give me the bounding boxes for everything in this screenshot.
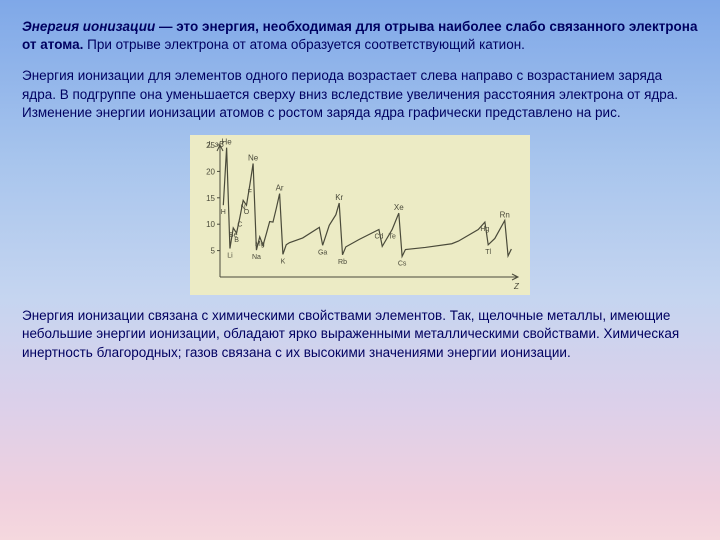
paragraph-definition: Энергия ионизации — это энергия, необход… [22, 18, 698, 54]
svg-text:20: 20 [206, 167, 215, 176]
svg-text:Ga: Ga [318, 249, 327, 256]
svg-text:Ar: Ar [276, 184, 284, 193]
ionization-chart: 510152025I, эВZHeNeArKrXeRnHLiBeBCNOFNaM… [190, 135, 530, 295]
svg-text:Hg: Hg [480, 226, 489, 233]
term: Энергия ионизации [22, 19, 155, 34]
svg-text:Ne: Ne [248, 154, 259, 163]
paragraph-trend: Энергия ионизации для элементов одного п… [22, 67, 698, 122]
svg-text:Xe: Xe [394, 203, 404, 212]
svg-text:5: 5 [211, 247, 216, 256]
svg-text:Cs: Cs [398, 261, 407, 268]
svg-text:O: O [244, 209, 250, 216]
svg-text:Rb: Rb [338, 259, 347, 266]
svg-text:Mg: Mg [255, 241, 265, 248]
svg-text:B: B [234, 237, 239, 244]
svg-text:Cd: Cd [374, 234, 383, 241]
svg-text:Te: Te [388, 234, 396, 241]
svg-text:Z: Z [513, 282, 520, 291]
svg-text:Li: Li [227, 253, 233, 260]
svg-text:F: F [248, 189, 252, 196]
svg-text:H: H [221, 209, 226, 216]
svg-text:15: 15 [206, 194, 215, 203]
svg-text:10: 10 [206, 220, 215, 229]
definition-rest: При отрыве электрона от атома образуется… [83, 37, 525, 52]
svg-text:He: He [222, 138, 233, 147]
svg-text:Tl: Tl [485, 249, 491, 256]
svg-text:K: K [281, 258, 286, 265]
svg-text:Na: Na [252, 254, 261, 261]
svg-text:Rn: Rn [500, 211, 510, 220]
svg-text:C: C [237, 221, 242, 228]
svg-text:Kr: Kr [335, 193, 343, 202]
slide-content: Энергия ионизации — это энергия, необход… [0, 0, 720, 540]
paragraph-properties: Энергия ионизации связана с химическими … [22, 307, 698, 362]
chart-container: 510152025I, эВZHeNeArKrXeRnHLiBeBCNOFNaM… [22, 135, 698, 295]
